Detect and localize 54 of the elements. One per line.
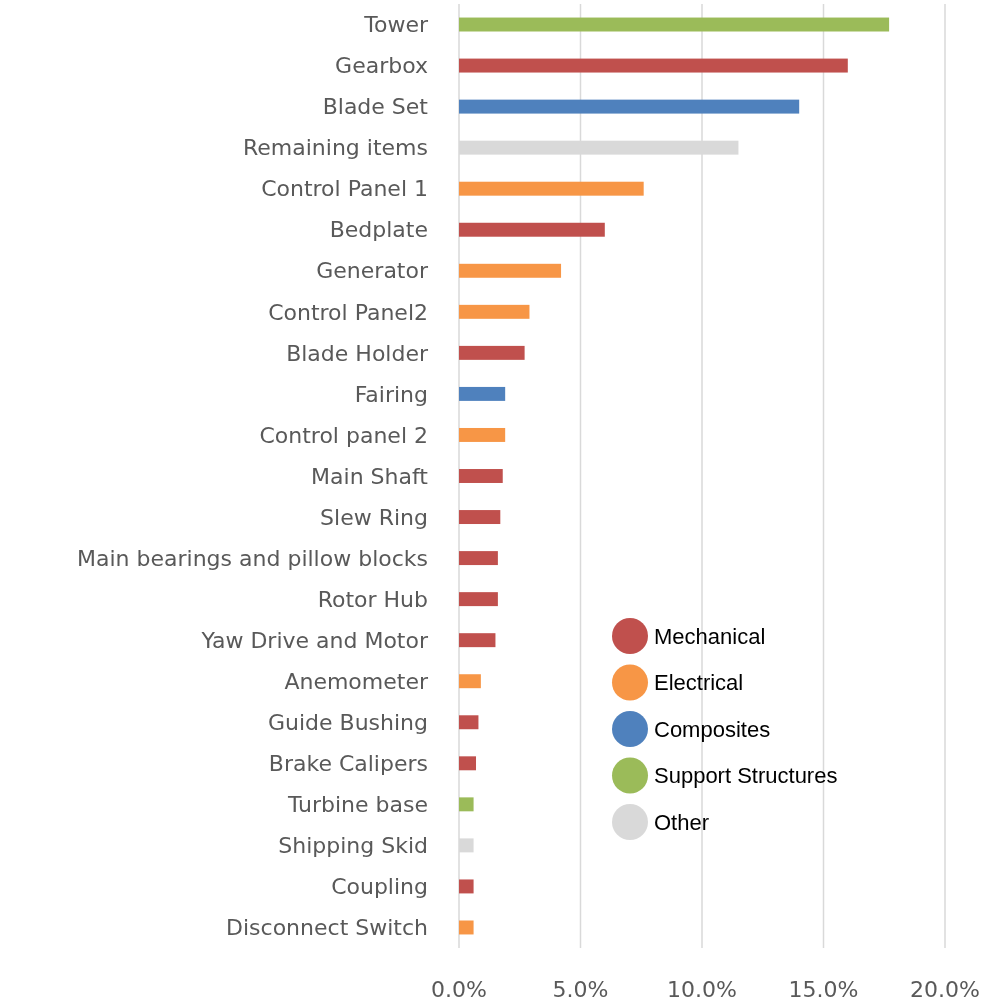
y-tick-label: Slew Ring xyxy=(320,504,428,530)
x-tick-label: 10.0% xyxy=(667,977,737,1002)
bar xyxy=(459,386,506,401)
y-tick-label: Brake Calipers xyxy=(268,751,428,776)
y-tick-label: Shipping Skid xyxy=(278,833,428,859)
bar xyxy=(459,674,481,689)
y-tick-label: Bedplate xyxy=(329,217,428,243)
x-tick-label: 20.0% xyxy=(910,977,980,1002)
y-tick-label: Gearbox xyxy=(335,53,428,79)
bar xyxy=(459,756,477,771)
bar xyxy=(459,17,890,32)
y-tick-label: Fairing xyxy=(354,381,428,407)
x-tick-label: 15.0% xyxy=(788,977,859,1002)
bar xyxy=(459,181,644,196)
bar xyxy=(459,427,506,442)
x-tick-label: 5.0% xyxy=(552,977,609,1002)
y-tick-label: Guide Bushing xyxy=(267,709,428,735)
legend-label: Electrical xyxy=(654,670,744,696)
bar xyxy=(459,920,474,935)
bar xyxy=(459,551,498,566)
legend-label: Mechanical xyxy=(654,623,766,649)
y-tick-label: Control Panel 1 xyxy=(261,176,428,202)
y-tick-label: Disconnect Switch xyxy=(226,915,428,941)
legend-label: Other xyxy=(654,809,710,835)
legend-label: Composites xyxy=(654,716,771,742)
bar xyxy=(459,879,474,894)
bar xyxy=(459,99,800,114)
bar xyxy=(459,304,530,319)
bar xyxy=(459,345,525,360)
y-tick-label: Main Shaft xyxy=(311,463,429,489)
y-tick-label: Blade Holder xyxy=(286,340,429,366)
y-tick-label: Control panel 2 xyxy=(259,422,428,448)
bar xyxy=(459,469,503,483)
y-tick-label: Main bearings and pillow blocks xyxy=(77,545,428,571)
y-tick-label: Rotor Hub xyxy=(317,586,428,612)
bar xyxy=(459,797,474,812)
y-tick-label: Tower xyxy=(363,12,429,38)
bar xyxy=(459,715,479,730)
bar xyxy=(459,58,848,73)
bar xyxy=(459,222,605,237)
y-tick-label: Turbine base xyxy=(286,792,428,818)
x-tick-label: 0.0% xyxy=(431,977,487,1002)
y-tick-label: Generator xyxy=(316,258,429,284)
legend-label: Support Structures xyxy=(654,763,838,789)
y-tick-label: Anemometer xyxy=(284,668,429,694)
bar xyxy=(459,633,496,648)
bar xyxy=(459,592,498,607)
y-tick-label: Control Panel2 xyxy=(268,299,428,325)
bar xyxy=(459,510,501,525)
y-tick-label: Blade Set xyxy=(322,94,429,120)
y-tick-label: Yaw Drive and Motor xyxy=(200,627,429,653)
y-tick-label: Remaining items xyxy=(243,135,428,161)
y-tick-label: Coupling xyxy=(331,874,428,900)
bar xyxy=(459,263,562,278)
